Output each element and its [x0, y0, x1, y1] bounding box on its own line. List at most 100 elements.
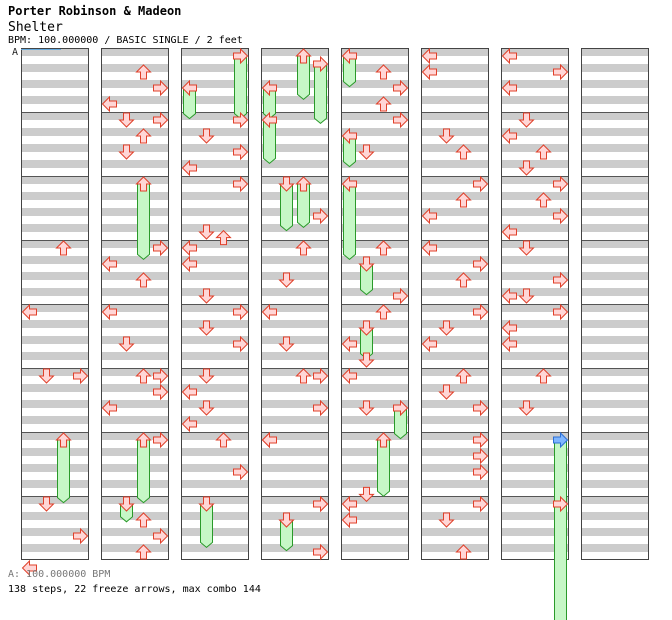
stripe	[21, 160, 89, 168]
stripe	[261, 128, 329, 136]
stripe	[21, 48, 89, 56]
column-border	[421, 48, 489, 560]
column-border	[581, 48, 649, 560]
stripe	[581, 304, 649, 312]
stripe	[581, 64, 649, 72]
stripe	[21, 512, 89, 520]
down-arrow-icon	[358, 320, 375, 336]
stripe	[181, 256, 249, 264]
stripe	[21, 208, 89, 216]
stripe	[581, 544, 649, 552]
column-border	[261, 48, 329, 560]
stripe	[181, 160, 249, 168]
left-arrow-icon	[421, 207, 437, 225]
stripe	[421, 320, 489, 328]
stripe	[101, 112, 169, 120]
stripe	[341, 192, 409, 200]
left-arrow-icon	[101, 303, 117, 321]
freeze-arrow-tail	[343, 183, 356, 261]
stripe	[181, 80, 249, 88]
stripe	[21, 432, 89, 440]
stripe	[101, 64, 169, 72]
stripe	[261, 176, 329, 184]
stripe	[101, 480, 169, 488]
stripe	[341, 224, 409, 232]
column-border	[341, 48, 409, 560]
stripe	[581, 480, 649, 488]
stripe	[261, 352, 329, 360]
left-arrow-icon	[501, 79, 517, 97]
stripe	[181, 512, 249, 520]
song-title: Shelter	[8, 20, 63, 35]
left-arrow-icon	[181, 239, 197, 257]
stripe	[501, 544, 569, 552]
left-arrow-icon	[341, 127, 357, 145]
right-arrow-icon	[553, 175, 569, 193]
stripe	[501, 128, 569, 136]
chart-column	[581, 48, 649, 560]
stripe	[421, 336, 489, 344]
right-arrow-icon	[233, 463, 249, 481]
stripe	[21, 144, 89, 152]
stripe	[341, 512, 409, 520]
stripe	[261, 528, 329, 536]
chart-column	[181, 48, 249, 560]
stripe	[421, 288, 489, 296]
stripe	[421, 176, 489, 184]
stripe	[181, 192, 249, 200]
up-arrow-icon	[295, 176, 312, 192]
left-arrow-icon	[341, 175, 357, 193]
stripe	[21, 544, 89, 552]
left-arrow-icon	[421, 239, 437, 257]
right-arrow-icon	[553, 63, 569, 81]
stripe	[181, 112, 249, 120]
left-arrow-icon	[181, 159, 197, 177]
footer-bpm: A: 100.000000 BPM	[8, 569, 111, 580]
stripe	[501, 240, 569, 248]
stripe	[341, 208, 409, 216]
stripe	[501, 336, 569, 344]
freeze-arrow-tail	[234, 55, 247, 120]
stripe	[501, 368, 569, 376]
stripe	[341, 64, 409, 72]
up-arrow-icon	[535, 144, 552, 160]
stripe	[181, 400, 249, 408]
right-arrow-icon	[233, 335, 249, 353]
stripe	[101, 528, 169, 536]
right-arrow-icon	[153, 79, 169, 97]
stripe	[501, 192, 569, 200]
stripe	[421, 224, 489, 232]
stripe	[21, 320, 89, 328]
stripe	[581, 272, 649, 280]
chart-column	[101, 48, 169, 560]
right-arrow-icon	[313, 495, 329, 513]
stripe	[421, 272, 489, 280]
stripe	[261, 288, 329, 296]
stripe	[261, 400, 329, 408]
stripe	[21, 256, 89, 264]
stripe	[181, 224, 249, 232]
stripe	[21, 96, 89, 104]
section-marker-line	[21, 49, 61, 50]
stripe	[341, 320, 409, 328]
stripe	[21, 128, 89, 136]
chart-stats: 138 steps, 22 freeze arrows, max combo 1…	[8, 584, 261, 595]
stripe	[341, 336, 409, 344]
stripe	[21, 304, 89, 312]
stripe	[421, 352, 489, 360]
up-arrow-icon	[375, 304, 392, 320]
stripe	[341, 144, 409, 152]
up-arrow-icon	[295, 240, 312, 256]
stripe	[21, 528, 89, 536]
right-arrow-icon	[473, 303, 489, 321]
stripe	[421, 160, 489, 168]
stripe	[101, 192, 169, 200]
stripe	[181, 528, 249, 536]
down-arrow-icon	[358, 256, 375, 272]
stripe	[261, 160, 329, 168]
stripe	[421, 464, 489, 472]
down-arrow-icon	[198, 288, 215, 304]
left-arrow-icon	[501, 287, 517, 305]
stripe	[341, 176, 409, 184]
stripe	[421, 96, 489, 104]
